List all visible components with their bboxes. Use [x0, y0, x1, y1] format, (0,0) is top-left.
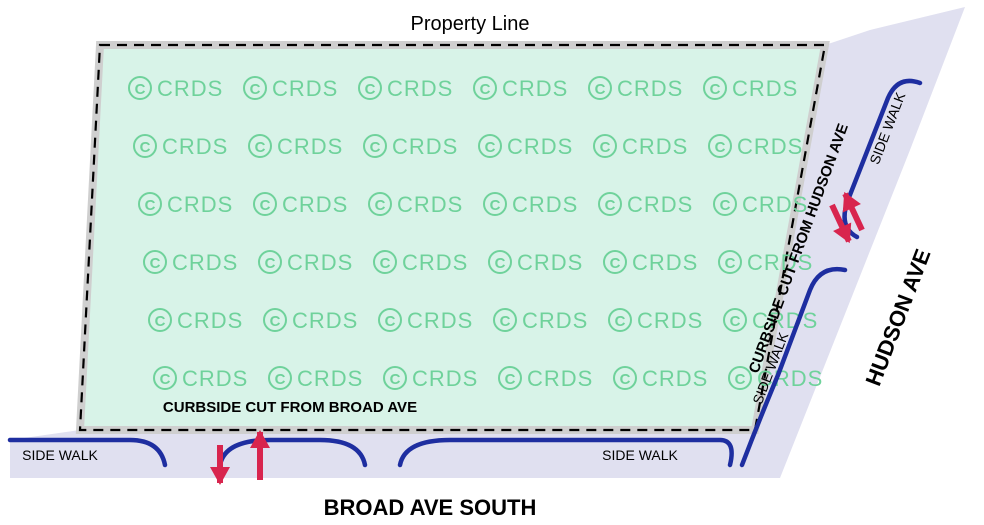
sidewalk-label-1: SIDE WALK [602, 447, 678, 463]
svg-text:C: C [485, 139, 496, 156]
svg-text:CRDS: CRDS [272, 76, 338, 101]
svg-text:C: C [620, 371, 631, 388]
svg-text:C: C [720, 197, 731, 214]
svg-text:C: C [505, 371, 516, 388]
svg-text:C: C [140, 139, 151, 156]
svg-text:CRDS: CRDS [517, 250, 583, 275]
svg-text:CRDS: CRDS [627, 192, 693, 217]
svg-text:C: C [490, 197, 501, 214]
svg-text:CRDS: CRDS [507, 134, 573, 159]
svg-text:CRDS: CRDS [157, 76, 223, 101]
svg-text:CRDS: CRDS [527, 366, 593, 391]
sidewalk-label-0: SIDE WALK [22, 447, 98, 463]
svg-text:CRDS: CRDS [167, 192, 233, 217]
svg-text:CRDS: CRDS [162, 134, 228, 159]
svg-text:C: C [160, 371, 171, 388]
svg-text:CRDS: CRDS [622, 134, 688, 159]
svg-text:C: C [495, 255, 506, 272]
svg-text:C: C [275, 371, 286, 388]
svg-text:CRDS: CRDS [737, 134, 803, 159]
svg-text:C: C [250, 81, 261, 98]
svg-text:C: C [610, 255, 621, 272]
svg-text:C: C [595, 81, 606, 98]
svg-text:C: C [365, 81, 376, 98]
street-label-hudson_ave: HUDSON AVE [860, 245, 935, 389]
svg-text:CRDS: CRDS [617, 76, 683, 101]
svg-text:CRDS: CRDS [287, 250, 353, 275]
svg-text:C: C [615, 313, 626, 330]
svg-text:C: C [135, 81, 146, 98]
svg-text:C: C [390, 371, 401, 388]
svg-text:C: C [370, 139, 381, 156]
svg-text:CRDS: CRDS [277, 134, 343, 159]
svg-text:CRDS: CRDS [407, 308, 473, 333]
svg-text:CRDS: CRDS [522, 308, 588, 333]
svg-text:C: C [375, 197, 386, 214]
property-line-label: Property Line [411, 13, 530, 35]
svg-text:C: C [145, 197, 156, 214]
svg-text:CRDS: CRDS [642, 366, 708, 391]
svg-text:C: C [730, 313, 741, 330]
svg-text:C: C [265, 255, 276, 272]
svg-text:CRDS: CRDS [397, 192, 463, 217]
svg-text:C: C [150, 255, 161, 272]
svg-text:CRDS: CRDS [297, 366, 363, 391]
svg-text:C: C [260, 197, 271, 214]
svg-text:C: C [605, 197, 616, 214]
svg-text:CRDS: CRDS [172, 250, 238, 275]
svg-text:C: C [715, 139, 726, 156]
svg-text:C: C [600, 139, 611, 156]
svg-text:C: C [385, 313, 396, 330]
svg-text:CRDS: CRDS [732, 76, 798, 101]
svg-text:CRDS: CRDS [412, 366, 478, 391]
svg-text:C: C [380, 255, 391, 272]
svg-text:C: C [710, 81, 721, 98]
svg-text:CRDS: CRDS [282, 192, 348, 217]
svg-text:C: C [270, 313, 281, 330]
svg-text:CRDS: CRDS [182, 366, 248, 391]
svg-text:CRDS: CRDS [292, 308, 358, 333]
svg-text:CRDS: CRDS [502, 76, 568, 101]
svg-text:CRDS: CRDS [637, 308, 703, 333]
curb-label-curb_broad: CURBSIDE CUT FROM BROAD AVE [163, 399, 417, 416]
svg-text:CRDS: CRDS [387, 76, 453, 101]
svg-text:CRDS: CRDS [392, 134, 458, 159]
svg-text:CRDS: CRDS [512, 192, 578, 217]
svg-text:C: C [725, 255, 736, 272]
street-label-broad_ave: BROAD AVE SOUTH [324, 495, 537, 520]
svg-text:CRDS: CRDS [402, 250, 468, 275]
svg-text:C: C [735, 371, 746, 388]
svg-text:CRDS: CRDS [632, 250, 698, 275]
svg-text:C: C [500, 313, 511, 330]
svg-text:C: C [480, 81, 491, 98]
svg-text:CRDS: CRDS [742, 192, 808, 217]
svg-text:C: C [155, 313, 166, 330]
svg-text:CRDS: CRDS [177, 308, 243, 333]
svg-text:C: C [255, 139, 266, 156]
